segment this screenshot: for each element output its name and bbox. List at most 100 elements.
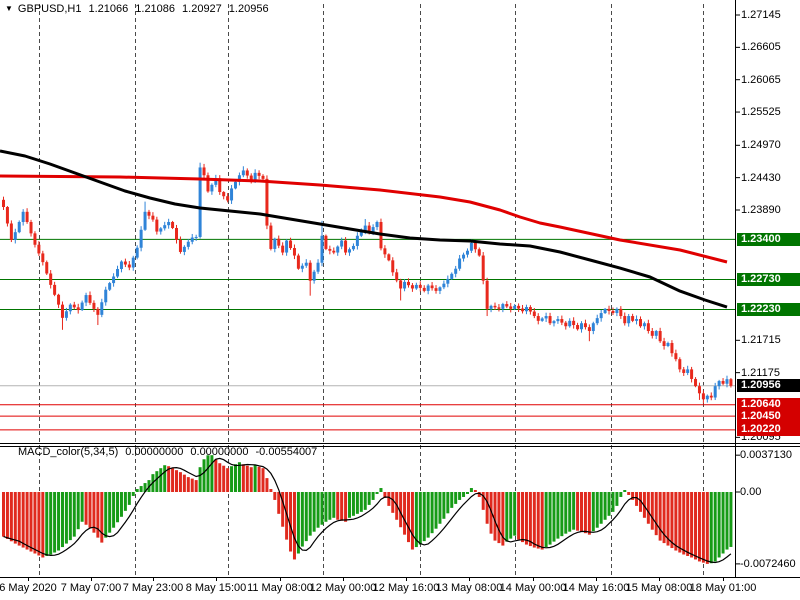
macd-histogram-bar [33, 492, 37, 554]
macd-histogram-bar [674, 492, 678, 551]
indicator-value-2: 0.00000000 [190, 446, 249, 458]
macd-histogram-bar [300, 492, 304, 547]
macd-histogram-bar [253, 465, 257, 492]
candle-body [253, 172, 257, 181]
candle-body [493, 305, 497, 308]
candle-body [171, 221, 175, 228]
candle-body [245, 170, 249, 176]
candle-body [182, 246, 186, 252]
candle-body [312, 271, 316, 281]
candle-body [544, 316, 548, 319]
candle-body [296, 255, 300, 269]
candle-body [167, 221, 171, 226]
candle-wick [97, 307, 99, 326]
moving-average-black [0, 149, 728, 309]
candle-body [489, 305, 493, 309]
macd-histogram-bar [265, 478, 269, 492]
candle-body [477, 249, 481, 256]
macd-histogram-bar [465, 492, 469, 494]
macd-histogram-bar [528, 492, 532, 547]
macd-histogram-bar [261, 468, 265, 492]
candle-body [658, 331, 662, 342]
time-label: 11 May 08:00 [247, 582, 313, 594]
macd-histogram-bar [729, 492, 733, 547]
candle-body [505, 304, 509, 307]
macd-histogram-bar [619, 492, 623, 497]
time-label: 18 May 01:00 [689, 582, 757, 594]
macd-histogram-bar [359, 492, 363, 512]
price-tick-label: 1.25525 [741, 106, 781, 119]
candle-body [175, 227, 179, 240]
candle-body [155, 219, 159, 232]
macd-histogram-bar [422, 492, 426, 542]
candle-body [450, 273, 454, 279]
candle-body [84, 295, 88, 303]
macd-histogram-bar [135, 489, 139, 492]
candle-body [277, 238, 281, 246]
candle-body [320, 235, 324, 263]
macd-min-label: -0.0072460 [740, 557, 796, 570]
macd-histogram-bar [725, 492, 729, 550]
candle-body [147, 211, 151, 216]
macd-histogram-bar [414, 492, 418, 548]
macd-histogram-bar [277, 492, 281, 514]
candle-body [285, 240, 289, 253]
macd-histogram-bar [119, 492, 123, 517]
candle-body [619, 308, 623, 317]
candle-body [701, 393, 705, 400]
macd-histogram-bar [501, 492, 505, 546]
macd-histogram-bar [583, 492, 587, 534]
candle-body [678, 359, 682, 370]
macd-histogram-bar [399, 492, 403, 528]
macd-histogram-bar [324, 492, 328, 522]
chart-dropdown-icon[interactable]: ▼ [5, 4, 13, 13]
candle-body [430, 285, 434, 289]
macd-histogram-bar [638, 492, 642, 512]
macd-histogram-bar [182, 474, 186, 492]
candle-body [690, 369, 694, 379]
macd-histogram-bar [230, 466, 234, 492]
macd-histogram-bar [316, 492, 320, 528]
macd-histogram-bar [320, 492, 324, 525]
macd-histogram-bar [493, 492, 497, 541]
candle-body [454, 268, 458, 274]
macd-histogram-bar [344, 492, 348, 522]
macd-histogram-bar [627, 492, 631, 495]
macd-histogram-bar [646, 492, 650, 524]
candle-body [163, 225, 167, 229]
macd-histogram-bar [521, 492, 525, 543]
candle-body [336, 246, 340, 253]
macd-histogram-bar [127, 492, 131, 505]
candle-body [119, 261, 123, 270]
candle-body [623, 316, 627, 324]
macd-histogram-bar [418, 492, 422, 545]
macd-histogram-bar [576, 492, 580, 531]
candle-body [112, 276, 116, 284]
candle-body [564, 322, 568, 327]
candle-body [729, 379, 733, 386]
candle-body [359, 230, 363, 236]
candle-body [33, 233, 37, 245]
macd-histogram-bar [285, 492, 289, 540]
price-tick-label: 1.24970 [741, 139, 781, 152]
candle-body [721, 381, 725, 384]
candle-body [576, 325, 580, 330]
candle-body [49, 273, 53, 285]
macd-histogram-bar [540, 492, 544, 550]
macd-histogram-bar [462, 492, 466, 497]
candle-body [292, 248, 296, 256]
macd-histogram-bar [607, 492, 611, 516]
candle-body [642, 323, 646, 327]
macd-histogram-bar [29, 492, 33, 552]
macd-histogram-bar [367, 492, 371, 505]
macd-histogram-bar [17, 492, 21, 546]
candle-body [143, 211, 147, 230]
macd-histogram-bar [178, 472, 182, 492]
candle-body [694, 378, 698, 387]
candle-body [230, 188, 234, 201]
candle-wick [400, 278, 402, 301]
macd-histogram-bar [489, 492, 493, 534]
macd-histogram-bar [556, 492, 560, 539]
